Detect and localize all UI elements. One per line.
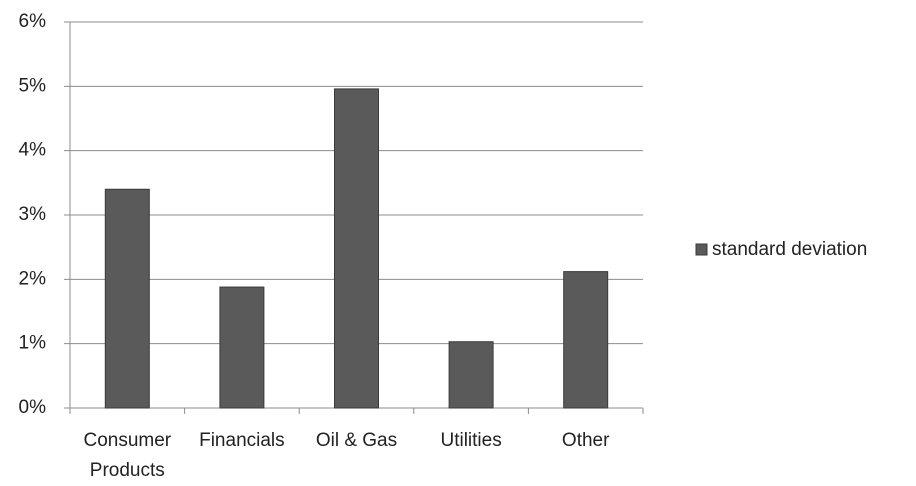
x-tick-label: Other [561, 430, 610, 451]
legend-label: standard deviation [712, 239, 867, 260]
bar [334, 88, 379, 409]
y-tick-label: 1% [19, 333, 47, 354]
bar [219, 286, 265, 409]
y-tick-label: 3% [19, 204, 47, 225]
y-tick-label: 2% [19, 268, 47, 289]
x-tick-label: Consumer Products [83, 430, 172, 481]
bar [563, 271, 609, 409]
x-tick-label: Financials [199, 430, 285, 451]
x-tick-label: Utilities [440, 430, 502, 451]
x-tick-label: Oil & Gas [315, 430, 398, 451]
y-tick-label: 6% [19, 11, 47, 32]
y-tick-label: 5% [19, 75, 47, 96]
y-tick-label: 4% [19, 140, 47, 161]
bar [448, 341, 494, 409]
y-tick-label: 0% [19, 397, 47, 418]
legend-swatch [695, 243, 708, 256]
bar [104, 188, 150, 409]
